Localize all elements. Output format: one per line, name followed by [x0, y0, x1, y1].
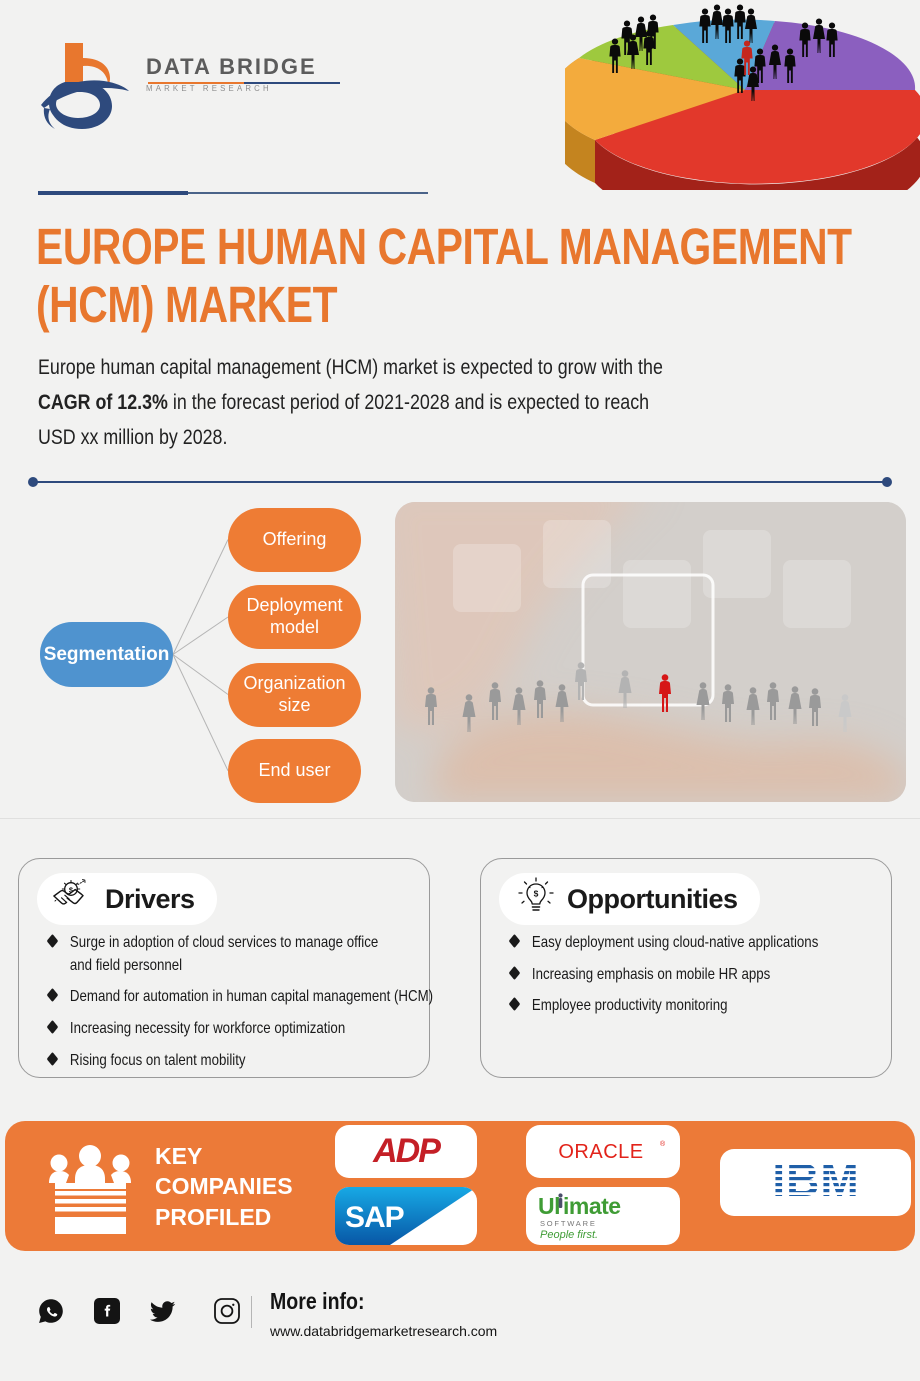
svg-text:SAP: SAP — [345, 1201, 404, 1234]
svg-text:ADP: ADP — [372, 1132, 441, 1170]
svg-text:SOFTWARE: SOFTWARE — [540, 1219, 597, 1228]
svg-text:IBM: IBM — [772, 1159, 859, 1206]
svg-text:ORACLE: ORACLE — [558, 1141, 643, 1163]
svg-text:Ul: Ul — [538, 1193, 560, 1219]
svg-text:$: $ — [69, 885, 74, 894]
svg-text:People first.: People first. — [540, 1229, 598, 1241]
svg-text:$: $ — [534, 889, 539, 899]
svg-text:®: ® — [660, 1140, 666, 1148]
svg-text:imate: imate — [563, 1193, 621, 1219]
